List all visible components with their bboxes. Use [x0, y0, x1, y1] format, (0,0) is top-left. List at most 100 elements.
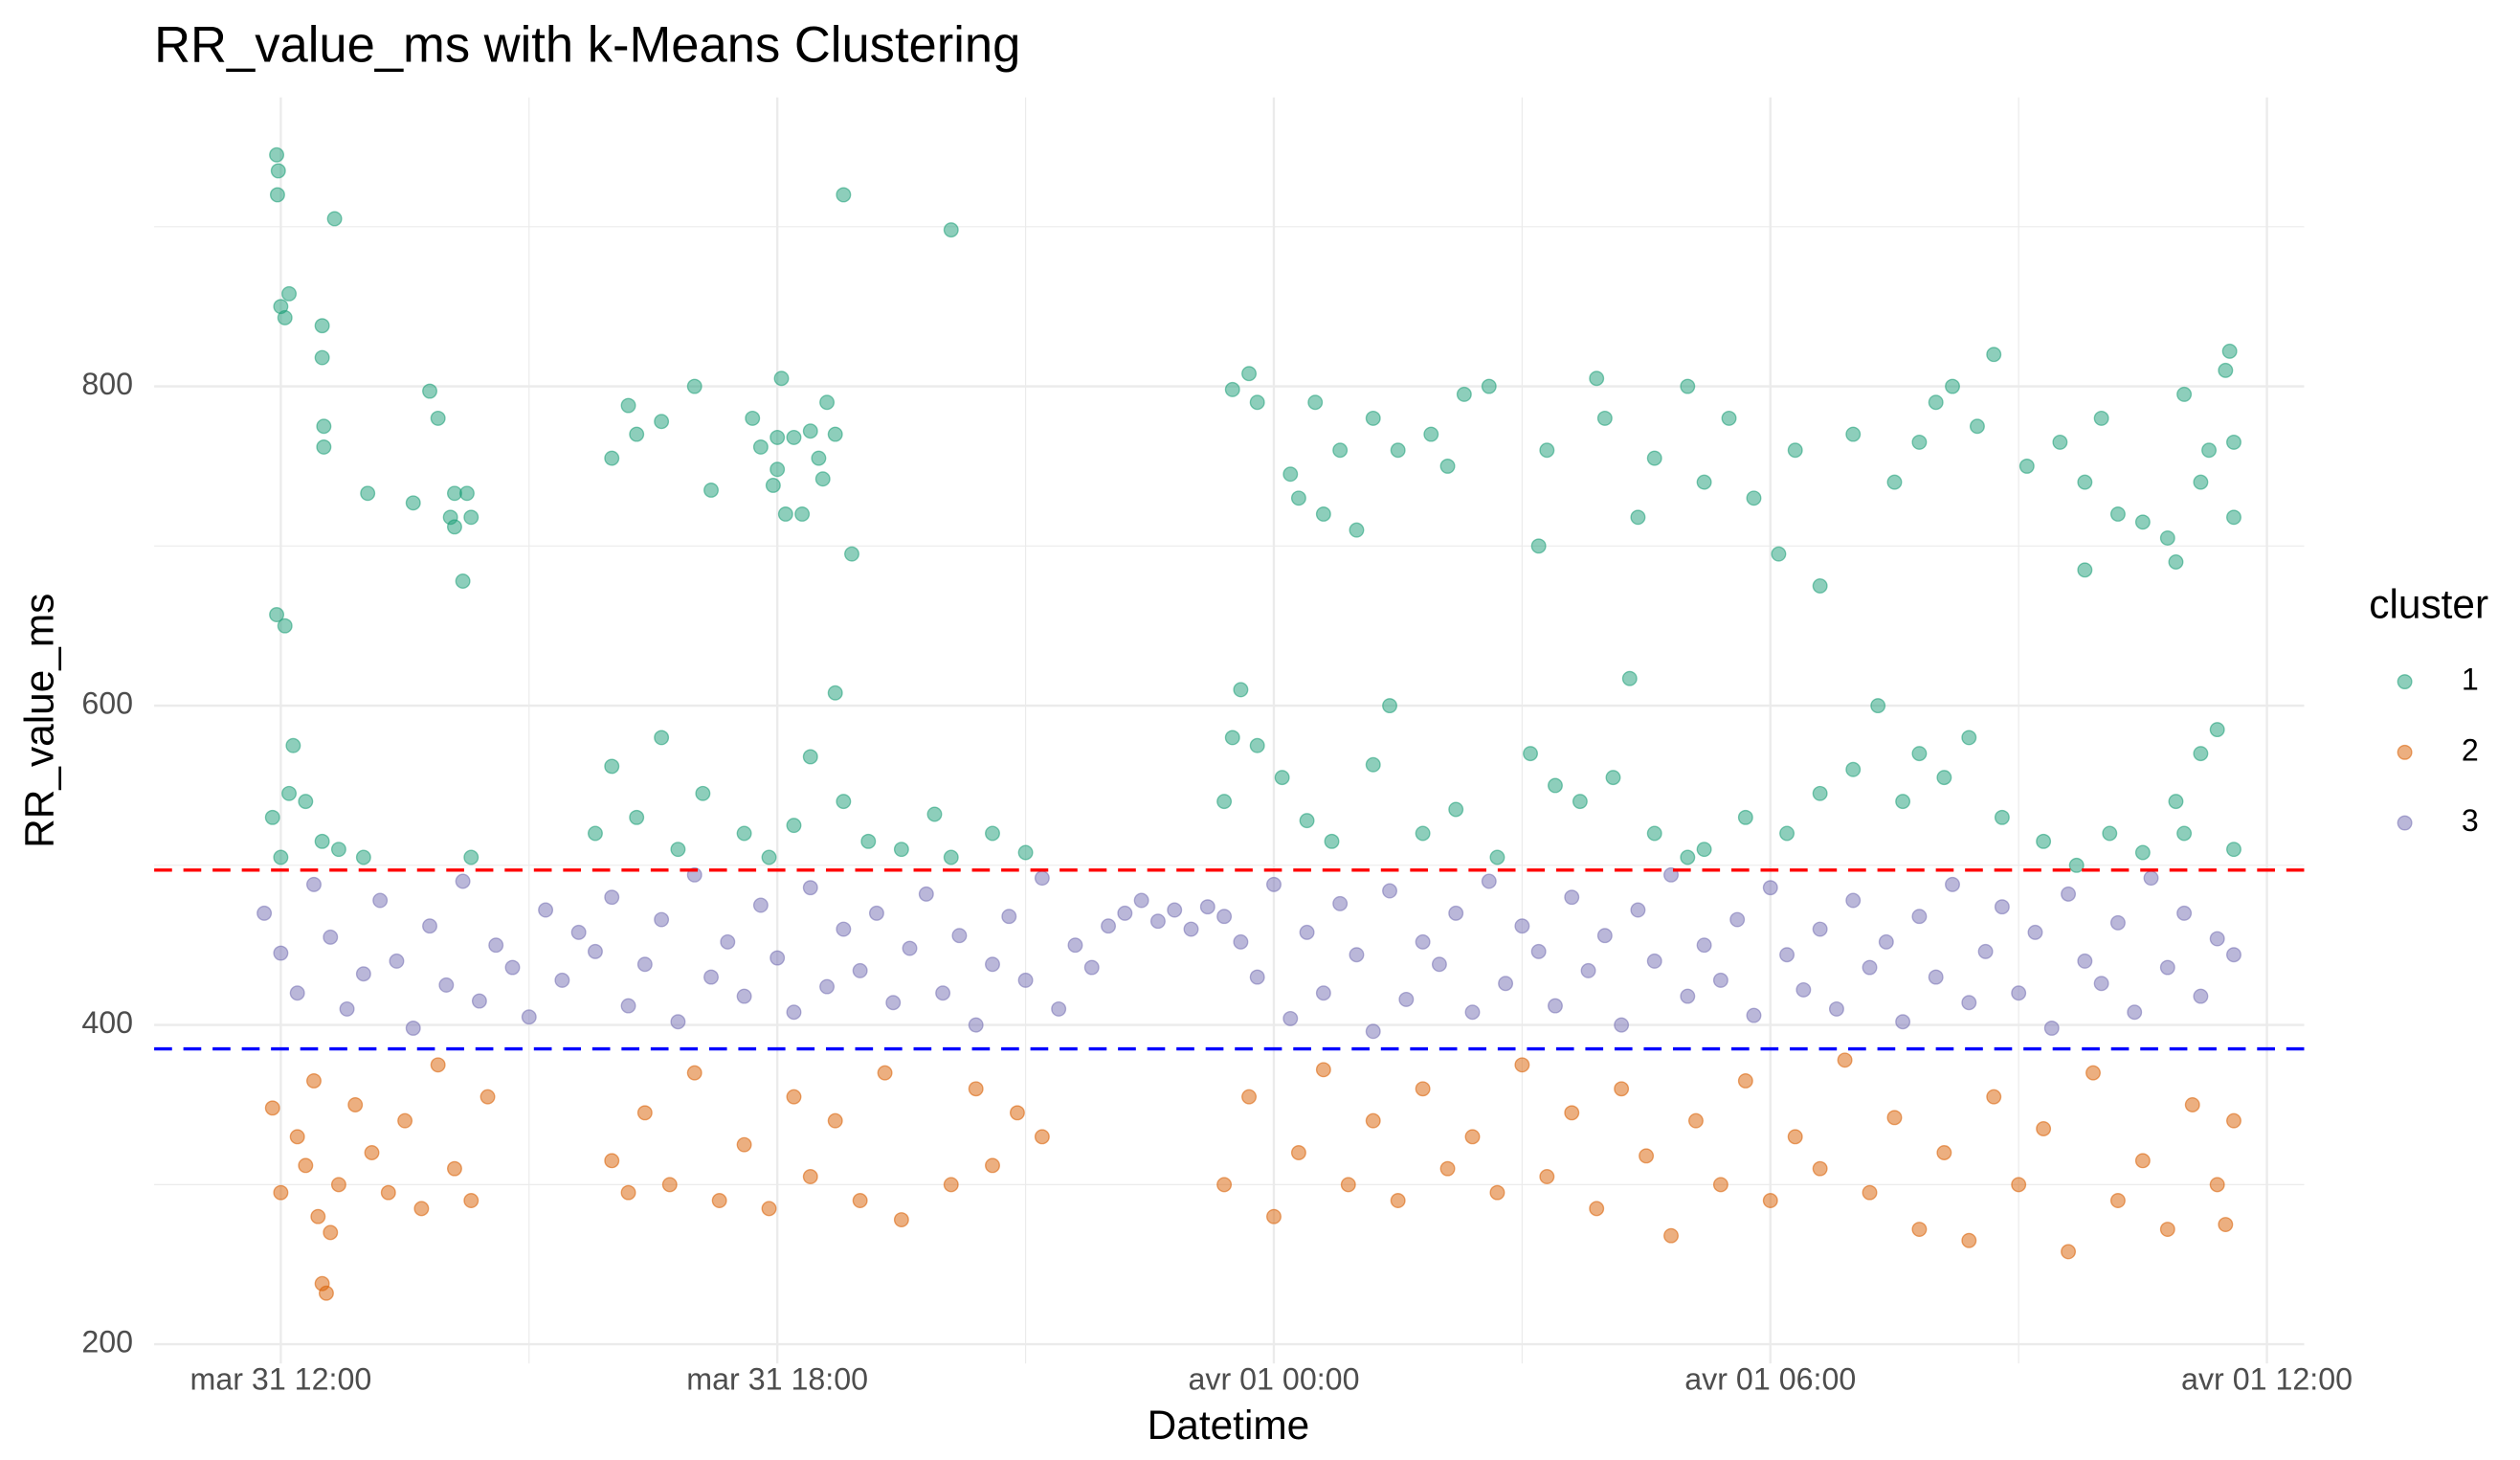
point: [2226, 1112, 2241, 1129]
point: [504, 959, 521, 976]
point: [2077, 562, 2093, 578]
point: [281, 785, 298, 801]
point: [298, 1157, 314, 1174]
point: [661, 1177, 678, 1193]
point: [360, 485, 376, 502]
point: [1572, 794, 1588, 810]
point: [752, 897, 769, 913]
point: [2134, 844, 2151, 861]
point: [1017, 972, 1034, 988]
point: [1382, 698, 1398, 714]
point: [1299, 924, 1315, 940]
point: [316, 438, 332, 455]
point: [1514, 1057, 1530, 1073]
point: [1646, 825, 1662, 842]
point: [2061, 886, 2077, 902]
point: [1911, 746, 1928, 762]
point: [1349, 522, 1365, 538]
point: [902, 940, 918, 956]
point: [455, 873, 471, 889]
point: [745, 410, 761, 426]
point: [1737, 1072, 1753, 1089]
y-tick-label: 600: [81, 686, 133, 721]
point: [985, 956, 1000, 973]
legend-label: 3: [2462, 803, 2479, 838]
point: [1149, 913, 1166, 930]
point: [1787, 1129, 1803, 1145]
point: [1614, 1017, 1630, 1033]
point: [2226, 842, 2241, 858]
point: [397, 1112, 413, 1129]
point: [538, 902, 554, 918]
point: [1945, 876, 1960, 892]
point: [1762, 880, 1778, 896]
point: [1712, 972, 1728, 988]
point: [1862, 959, 1878, 976]
point: [273, 1184, 289, 1201]
point: [604, 758, 620, 775]
reference-lines: [154, 868, 2305, 1051]
point: [1498, 976, 1514, 992]
point: [786, 1089, 802, 1105]
point: [2043, 1020, 2060, 1036]
point: [1812, 921, 1828, 937]
point: [458, 485, 475, 502]
point: [1845, 426, 1862, 442]
point: [1621, 670, 1638, 686]
point: [1315, 985, 1331, 1001]
x-tick-label: avr 01 12:00: [2181, 1361, 2353, 1396]
point: [736, 988, 752, 1004]
point: [2109, 1193, 2126, 1208]
point: [620, 1184, 636, 1201]
point: [686, 1065, 702, 1081]
point: [1051, 1000, 1067, 1017]
point: [1812, 578, 1828, 594]
point: [270, 163, 286, 179]
point: [1911, 909, 1928, 925]
point: [264, 809, 280, 825]
point: [1729, 911, 1746, 928]
point: [277, 618, 293, 634]
point: [1828, 1000, 1844, 1017]
point: [1489, 1184, 1505, 1201]
point: [1390, 1193, 1406, 1208]
point: [636, 956, 653, 973]
point: [2068, 857, 2085, 873]
point: [1448, 801, 1464, 818]
point: [736, 825, 752, 842]
point: [860, 833, 877, 849]
point: [339, 1000, 355, 1017]
point: [1249, 394, 1265, 411]
point: [2134, 514, 2151, 530]
point: [264, 1100, 280, 1116]
point: [836, 921, 852, 937]
point: [1564, 889, 1580, 906]
point: [736, 1136, 752, 1153]
point: [269, 607, 285, 622]
x-tick-label: avr 01 06:00: [1684, 1361, 1856, 1396]
point: [1589, 1201, 1605, 1217]
point: [1994, 899, 2010, 915]
point: [1630, 509, 1646, 526]
point: [1415, 825, 1431, 842]
point: [2176, 905, 2193, 921]
point: [604, 1153, 620, 1169]
point: [314, 349, 330, 366]
point: [877, 1065, 893, 1081]
point: [720, 933, 736, 950]
point: [1936, 1145, 1952, 1160]
point: [1017, 844, 1034, 861]
point: [777, 505, 793, 522]
point: [2127, 1004, 2143, 1021]
point: [620, 998, 636, 1014]
point: [347, 1097, 364, 1112]
point: [1290, 490, 1306, 506]
point: [554, 972, 570, 988]
point: [604, 450, 620, 466]
point: [2159, 530, 2175, 546]
point: [1233, 933, 1249, 950]
point: [769, 429, 786, 445]
point: [1224, 381, 1240, 397]
point: [314, 833, 330, 849]
